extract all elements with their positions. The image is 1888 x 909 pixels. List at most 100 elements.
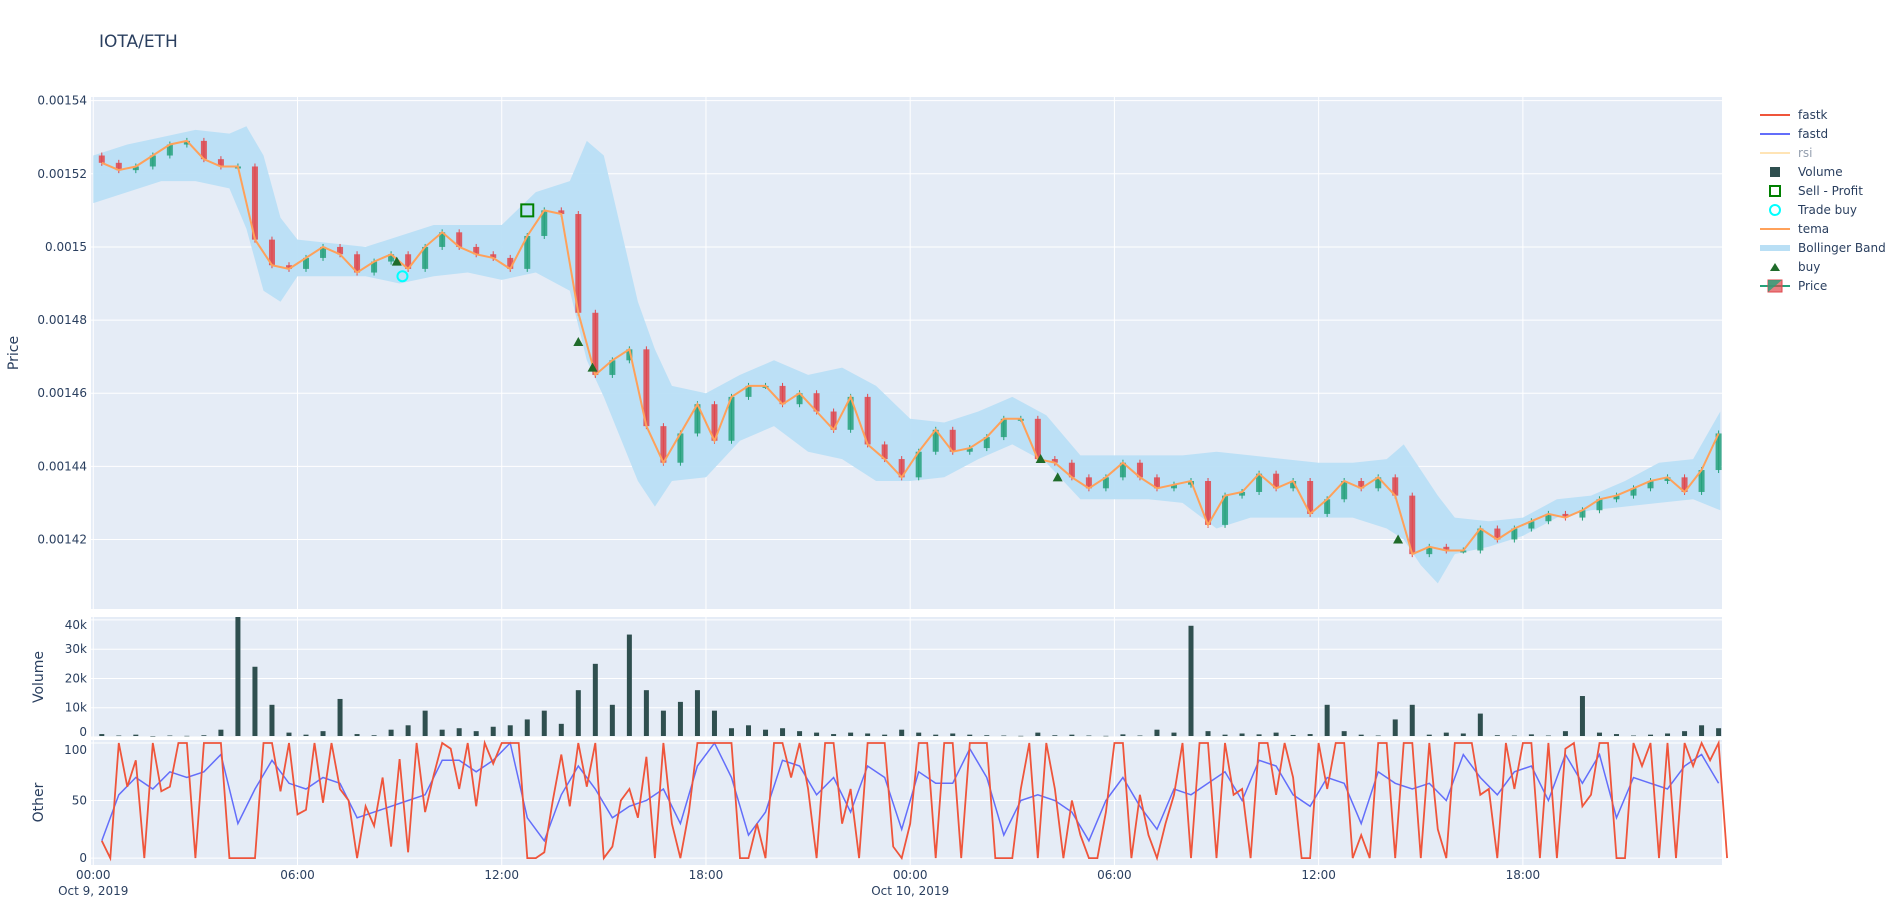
candle bbox=[1136, 462, 1143, 478]
candle bbox=[1307, 481, 1314, 514]
candle bbox=[728, 396, 735, 441]
candle bbox=[1068, 462, 1075, 478]
legend-item-bollinger-band[interactable]: Bollinger Band bbox=[1758, 238, 1886, 257]
candle bbox=[524, 235, 531, 269]
volume-bar bbox=[1682, 731, 1688, 736]
candle bbox=[388, 254, 395, 262]
legend-item-buy[interactable]: buy bbox=[1758, 257, 1886, 276]
volume-bar bbox=[797, 731, 803, 736]
volume-bar bbox=[1631, 735, 1637, 737]
candle bbox=[1239, 491, 1246, 496]
candle bbox=[1681, 477, 1688, 492]
plot-area-volume bbox=[91, 617, 1722, 737]
x-tick-label: 12:00 bbox=[484, 868, 519, 882]
x-tick-label: 00:00 bbox=[76, 868, 111, 882]
candle bbox=[1494, 528, 1501, 540]
candle bbox=[1051, 459, 1058, 463]
y-tick-label-volume: 0 bbox=[79, 725, 87, 739]
volume-bar bbox=[1545, 735, 1551, 737]
candle bbox=[847, 396, 854, 430]
y-tick-label-price: 0.0015 bbox=[45, 240, 87, 254]
candle bbox=[575, 214, 582, 313]
legend-item-fastd[interactable]: fastd bbox=[1758, 124, 1886, 143]
legend-label: rsi bbox=[1798, 145, 1813, 160]
legend-item-sell-profit[interactable]: Sell - Profit bbox=[1758, 181, 1886, 200]
volume-bar bbox=[1001, 735, 1007, 737]
candle bbox=[1324, 499, 1331, 514]
legend-label: Trade buy bbox=[1798, 202, 1857, 217]
volume-bar bbox=[1205, 731, 1211, 736]
candle bbox=[1715, 433, 1722, 471]
legend-label: fastk bbox=[1798, 107, 1828, 122]
candle bbox=[830, 411, 837, 430]
candle bbox=[183, 140, 190, 145]
candle bbox=[1528, 521, 1535, 529]
legend-label: Price bbox=[1798, 278, 1828, 293]
volume-bar bbox=[150, 736, 156, 737]
candle bbox=[200, 140, 207, 160]
candle bbox=[337, 246, 344, 255]
legend-label: Sell - Profit bbox=[1798, 183, 1863, 198]
candle bbox=[1085, 477, 1092, 489]
volume-bar bbox=[99, 734, 105, 736]
candle bbox=[439, 232, 446, 247]
volume-bar bbox=[1035, 732, 1041, 736]
volume-bar bbox=[746, 725, 752, 736]
candle bbox=[132, 166, 139, 171]
candle bbox=[1170, 484, 1177, 489]
legend-item-tema[interactable]: tema bbox=[1758, 219, 1886, 238]
legend-item-trade-buy[interactable]: Trade buy bbox=[1758, 200, 1886, 219]
candle bbox=[949, 429, 956, 452]
volume-bar bbox=[1426, 734, 1432, 736]
candle bbox=[779, 385, 786, 405]
candle bbox=[1273, 473, 1280, 489]
trade-buy-marker bbox=[396, 270, 409, 283]
legend-symbol-icon bbox=[1760, 151, 1790, 154]
legend-symbol-icon bbox=[1760, 113, 1790, 116]
legend: fastk fastd rsi Volume Sell - Profit Trade bu… bbox=[1758, 105, 1886, 295]
volume-bar bbox=[133, 734, 139, 736]
legend-item-fastk[interactable]: fastk bbox=[1758, 105, 1886, 124]
candle bbox=[898, 459, 905, 478]
volume-bar bbox=[184, 735, 190, 737]
volume-bar bbox=[218, 729, 224, 736]
legend-symbol-icon bbox=[1760, 244, 1790, 251]
volume-bar bbox=[882, 734, 888, 736]
legend-item-volume[interactable]: Volume bbox=[1758, 162, 1886, 181]
legend-item-rsi[interactable]: rsi bbox=[1758, 143, 1886, 162]
candle bbox=[422, 246, 429, 269]
volume-bar bbox=[899, 729, 905, 736]
legend-symbol-icon bbox=[1760, 227, 1790, 230]
volume-bar bbox=[252, 666, 258, 736]
y-tick-label-volume: 20k bbox=[65, 671, 87, 685]
candle bbox=[1375, 477, 1382, 489]
volume-bar bbox=[916, 732, 922, 736]
chart-title: IOTA/ETH bbox=[99, 32, 178, 52]
volume-bar bbox=[541, 710, 547, 736]
volume-bar bbox=[626, 634, 632, 736]
legend-symbol-icon bbox=[1769, 184, 1781, 197]
volume-bar bbox=[1562, 731, 1568, 736]
y-tick-label-volume: 40k bbox=[65, 618, 87, 632]
legend-item-price[interactable]: Price bbox=[1758, 276, 1886, 295]
candle bbox=[1613, 495, 1620, 500]
candle bbox=[541, 210, 548, 236]
y-tick-label-other: 0 bbox=[79, 851, 87, 865]
legend-label: Volume bbox=[1798, 164, 1843, 179]
legend-label: tema bbox=[1798, 221, 1830, 236]
candle bbox=[1426, 546, 1433, 555]
legend-label: Bollinger Band bbox=[1798, 240, 1886, 255]
candle bbox=[354, 254, 361, 273]
volume-bar bbox=[592, 663, 598, 736]
volume-bar bbox=[1648, 734, 1654, 736]
volume-bar bbox=[1188, 625, 1194, 736]
volume-bar bbox=[984, 735, 990, 736]
x-tick-label: 06:00 bbox=[1097, 868, 1132, 882]
candle bbox=[983, 437, 990, 449]
candle bbox=[592, 312, 599, 375]
x-tick-label: 00:00 bbox=[893, 868, 928, 882]
volume-bar bbox=[439, 729, 445, 736]
candle bbox=[660, 426, 667, 463]
volume-bar bbox=[1494, 735, 1500, 736]
